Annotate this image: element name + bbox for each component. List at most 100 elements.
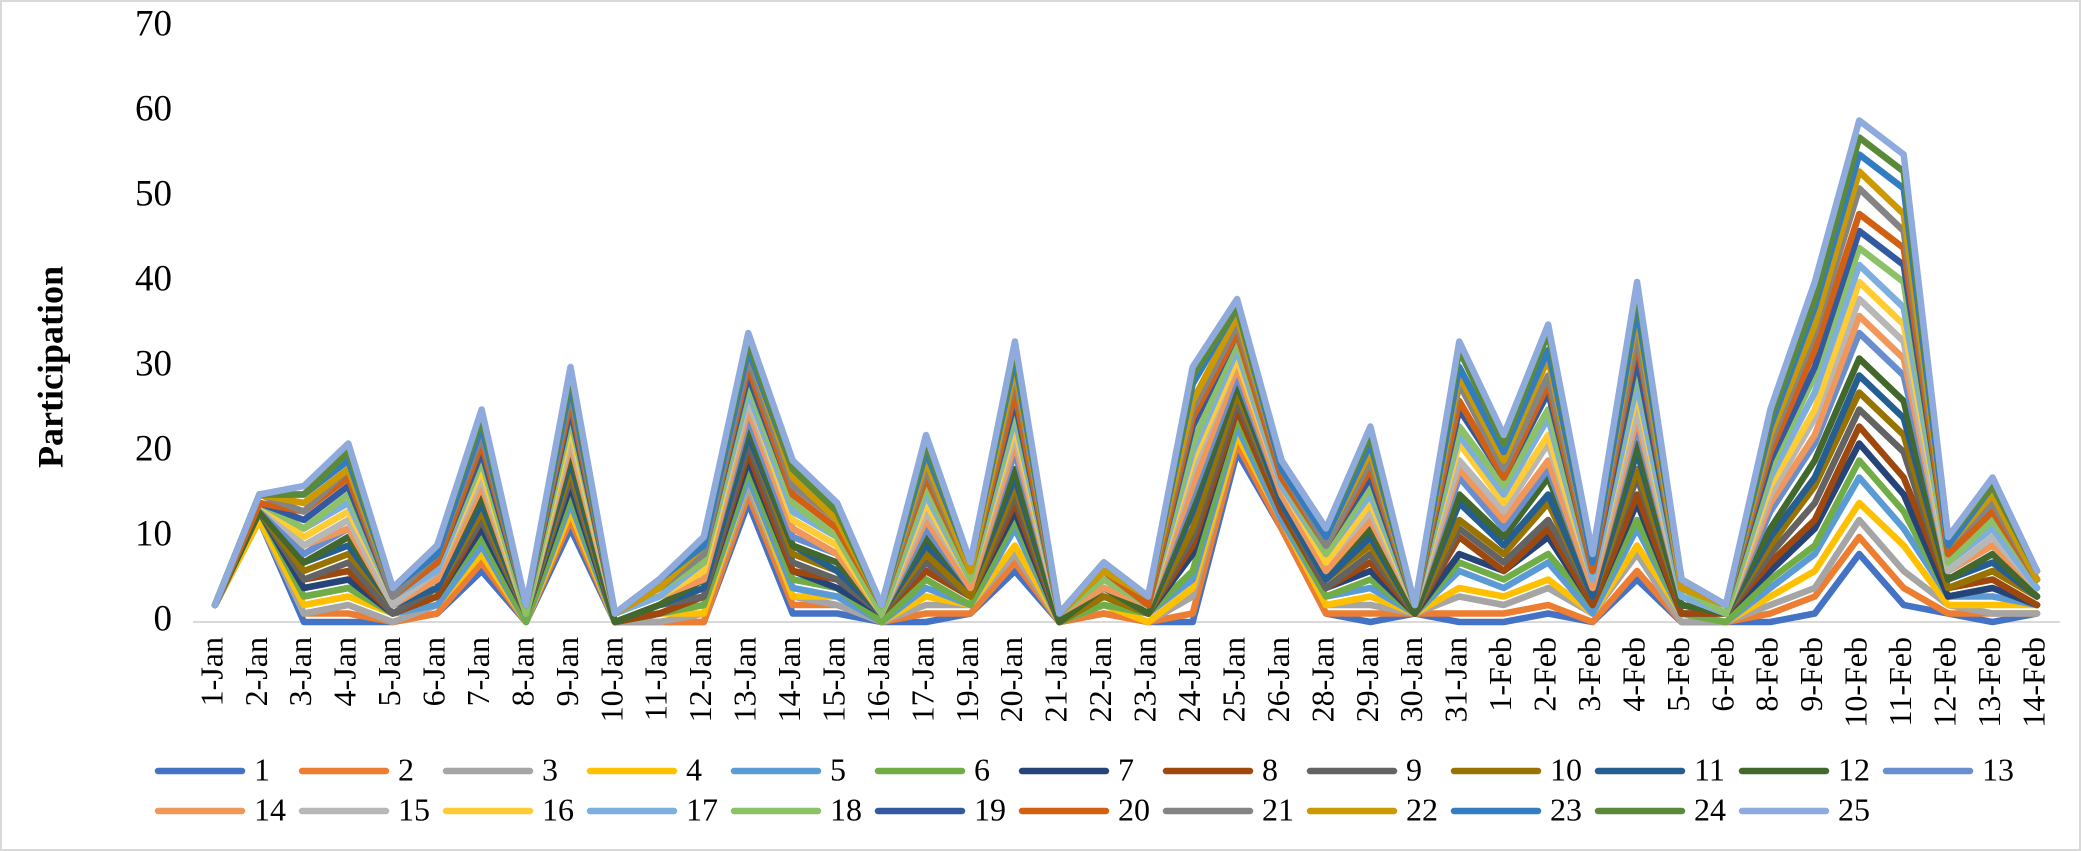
x-tick-label: 24-Jan bbox=[1171, 637, 1207, 722]
legend-item: 7 bbox=[1018, 751, 1134, 787]
legend-item: 20 bbox=[1018, 791, 1150, 827]
legend-item: 18 bbox=[730, 791, 862, 827]
legend-label: 2 bbox=[398, 751, 414, 787]
x-tick-label: 22-Jan bbox=[1082, 637, 1118, 722]
legend-label: 7 bbox=[1118, 751, 1134, 787]
legend-label: 21 bbox=[1262, 791, 1294, 827]
y-tick-label: 50 bbox=[135, 173, 172, 214]
legend-label: 6 bbox=[974, 751, 990, 787]
x-tick-label: 7-Jan bbox=[460, 637, 496, 706]
legend-label: 14 bbox=[254, 791, 286, 827]
legend-item: 11 bbox=[1594, 751, 1725, 787]
legend-item: 21 bbox=[1162, 791, 1294, 827]
legend-item: 15 bbox=[298, 791, 430, 827]
legend-item: 5 bbox=[730, 751, 846, 787]
x-tick-label: 16-Jan bbox=[860, 637, 896, 722]
x-tick-label: 11-Feb bbox=[1882, 637, 1918, 726]
legend-item: 19 bbox=[874, 791, 1006, 827]
series-line bbox=[211, 117, 2041, 617]
legend-item: 12 bbox=[1738, 751, 1870, 787]
legend-item: 16 bbox=[442, 791, 574, 827]
legend-label: 24 bbox=[1694, 791, 1726, 827]
legend-item: 17 bbox=[586, 791, 718, 827]
legend-label: 23 bbox=[1550, 791, 1582, 827]
legend-item: 2 bbox=[298, 751, 414, 787]
legend-item: 10 bbox=[1450, 751, 1582, 787]
x-tick-label: 6-Feb bbox=[1704, 637, 1740, 712]
legend-item: 25 bbox=[1738, 791, 1870, 827]
legend-label: 20 bbox=[1118, 791, 1150, 827]
x-tick-label: 29-Jan bbox=[1349, 637, 1385, 722]
legend-item: 3 bbox=[442, 751, 558, 787]
legend-item: 24 bbox=[1594, 791, 1726, 827]
legend-item: 4 bbox=[586, 751, 702, 787]
x-tick-label: 10-Feb bbox=[1838, 637, 1874, 728]
x-tick-label: 9-Jan bbox=[549, 637, 585, 706]
x-tick-label: 12-Feb bbox=[1926, 637, 1962, 728]
x-tick-label: 31-Jan bbox=[1438, 637, 1474, 722]
x-tick-label: 6-Jan bbox=[416, 637, 452, 706]
x-tick-label: 3-Jan bbox=[282, 637, 318, 706]
x-tick-label: 5-Jan bbox=[371, 637, 407, 706]
x-tick-label: 8-Jan bbox=[504, 637, 540, 706]
legend-label: 22 bbox=[1406, 791, 1438, 827]
y-tick-label: 30 bbox=[135, 343, 172, 384]
legend-label: 18 bbox=[830, 791, 862, 827]
legend-label: 8 bbox=[1262, 751, 1278, 787]
legend-label: 1 bbox=[254, 751, 270, 787]
y-tick-label: 70 bbox=[135, 3, 172, 44]
x-tick-label: 4-Feb bbox=[1615, 637, 1651, 712]
x-tick-label: 12-Jan bbox=[682, 637, 718, 722]
x-tick-label: 15-Jan bbox=[815, 637, 851, 722]
x-tick-label: 11-Jan bbox=[638, 637, 674, 721]
x-tick-label: 21-Jan bbox=[1038, 637, 1074, 722]
y-tick-label: 40 bbox=[135, 258, 172, 299]
legend-label: 9 bbox=[1406, 751, 1422, 787]
x-tick-label: 23-Jan bbox=[1127, 637, 1163, 722]
legend-item: 6 bbox=[874, 751, 990, 787]
legend-item: 23 bbox=[1450, 791, 1582, 827]
legend-label: 5 bbox=[830, 751, 846, 787]
legend-label: 25 bbox=[1838, 791, 1870, 827]
x-tick-label: 10-Jan bbox=[593, 637, 629, 722]
y-axis-label: Participation bbox=[30, 266, 70, 468]
x-tick-label: 30-Jan bbox=[1393, 637, 1429, 722]
legend-label: 10 bbox=[1550, 751, 1582, 787]
x-tick-label: 13-Feb bbox=[1971, 637, 2007, 728]
x-tick-label: 14-Feb bbox=[2015, 637, 2051, 728]
legend-item: 1 bbox=[154, 751, 270, 787]
x-tick-label: 1-Jan bbox=[193, 637, 229, 706]
legend-label: 3 bbox=[542, 751, 558, 787]
legend-label: 11 bbox=[1694, 751, 1725, 787]
x-tick-label: 9-Feb bbox=[1793, 637, 1829, 712]
legend-label: 4 bbox=[686, 751, 702, 787]
x-tick-label: 28-Jan bbox=[1304, 637, 1340, 722]
legend-item: 22 bbox=[1306, 791, 1438, 827]
legend-item: 8 bbox=[1162, 751, 1278, 787]
legend-item: 14 bbox=[154, 791, 286, 827]
legend-label: 19 bbox=[974, 791, 1006, 827]
x-tick-label: 25-Jan bbox=[1215, 637, 1251, 722]
legend-label: 15 bbox=[398, 791, 430, 827]
y-tick-label: 20 bbox=[135, 428, 172, 469]
y-tick-label: 10 bbox=[135, 513, 172, 554]
x-tick-label: 2-Jan bbox=[238, 637, 274, 706]
legend-label: 17 bbox=[686, 791, 718, 827]
y-tick-label: 60 bbox=[135, 88, 172, 129]
x-tick-label: 20-Jan bbox=[993, 637, 1029, 722]
legend-label: 16 bbox=[542, 791, 574, 827]
x-tick-label: 26-Jan bbox=[1260, 637, 1296, 722]
x-tick-label: 13-Jan bbox=[727, 637, 763, 722]
series-line bbox=[211, 414, 2041, 626]
x-tick-label: 19-Jan bbox=[949, 637, 985, 722]
x-tick-label: 8-Feb bbox=[1749, 637, 1785, 712]
x-tick-label: 14-Jan bbox=[771, 637, 807, 722]
x-tick-label: 17-Jan bbox=[904, 637, 940, 722]
x-tick-label: 2-Feb bbox=[1527, 637, 1563, 712]
legend-item: 9 bbox=[1306, 751, 1422, 787]
legend-label: 13 bbox=[1982, 751, 2014, 787]
x-tick-label: 4-Jan bbox=[327, 637, 363, 706]
